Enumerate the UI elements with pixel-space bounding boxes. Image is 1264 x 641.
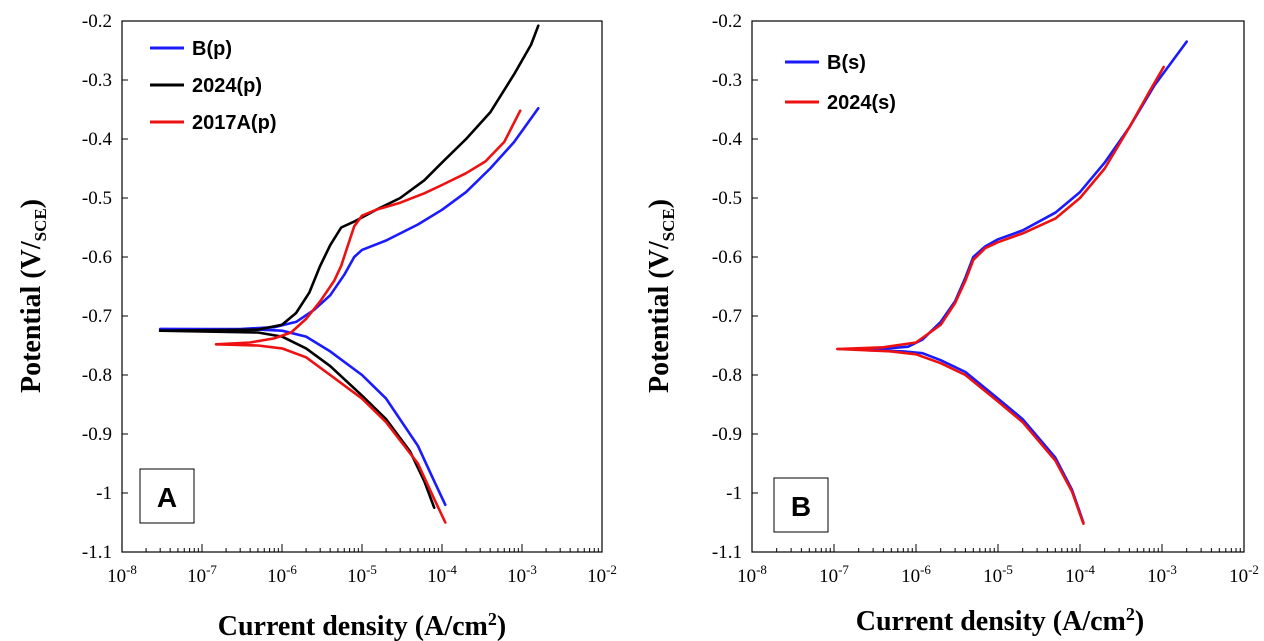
- y-tick-labels: -0.2 -0.3 -0.4 -0.5 -0.6 -0.7 -0.8 -0.9 -1 -1.1: [82, 11, 113, 563]
- x-tick-label: 10-5: [347, 562, 377, 587]
- y-tick-label: -0.7: [712, 306, 742, 327]
- y-axis-title: Potential (V/SCE): [644, 199, 678, 393]
- x-tick-label: 10-2: [1229, 562, 1259, 587]
- y-tick-label: -0.2: [712, 11, 742, 32]
- x-axis-title: Current density (A/cm2): [856, 604, 1144, 637]
- y-tick-labels: -0.2 -0.3 -0.4 -0.5 -0.6 -0.7 -0.8 -0.9 -1 -1.1: [712, 11, 743, 563]
- x-tick-label: 10-3: [507, 562, 537, 587]
- y-tick-label: -1: [726, 483, 742, 504]
- x-tick-label: 10-8: [737, 562, 767, 587]
- axis-ticks: [121, 20, 603, 553]
- series-line-B(s)-anodic: [865, 40, 1188, 352]
- y-tick-label: -0.5: [712, 188, 742, 209]
- y-tick-label: -0.3: [82, 70, 112, 91]
- y-tick-label: -1.1: [82, 542, 112, 563]
- y-axis-title: Potential (V/SCE): [16, 199, 50, 393]
- panel-label-box: A: [139, 468, 195, 524]
- series-line-2017A(p)-anodic: [214, 109, 522, 346]
- legend-label: 2017A(p): [192, 112, 276, 134]
- x-tick-label: 10-5: [983, 562, 1013, 587]
- y-tick-label: -0.4: [82, 129, 113, 150]
- legend-label: B(p): [192, 38, 232, 60]
- y-tick-label: -1.1: [712, 542, 742, 563]
- series-line-2024(p)-cathodic: [158, 329, 436, 509]
- y-tick-label: -0.8: [712, 365, 742, 386]
- y-tick-label: -0.6: [82, 247, 112, 268]
- x-tick-label: 10-7: [187, 562, 217, 587]
- panel-label: B: [791, 491, 811, 522]
- x-tick-label: 10-3: [1147, 562, 1177, 587]
- y-tick-label: -0.9: [82, 424, 112, 445]
- legend: B(s) 2024(s): [785, 52, 896, 114]
- x-tick-label: 10-6: [267, 562, 297, 587]
- y-tick-label: -0.2: [82, 11, 112, 32]
- x-tick-label: 10-4: [1065, 562, 1095, 587]
- x-tick-labels: 10-8 10-7 10-6 10-5 10-4 10-3 10-2: [737, 562, 1259, 587]
- x-tick-label: 10-4: [427, 562, 457, 587]
- legend-label: B(s): [827, 52, 866, 74]
- series-line-B(p)-cathodic: [158, 327, 447, 507]
- chart-panel-b: -0.2 -0.3 -0.4 -0.5 -0.6 -0.7 -0.8 -0.9 -1 -1.1 1…: [644, 11, 1259, 637]
- series-line-2024(s)-cathodic: [836, 347, 1085, 525]
- series-lines: [158, 24, 540, 524]
- y-tick-label: -0.9: [712, 424, 742, 445]
- series-line-B(p)-anodic: [158, 107, 540, 331]
- x-axis-title: Current density (A/cm2): [218, 609, 506, 641]
- y-tick-label: -0.8: [82, 365, 112, 386]
- series-line-B(s)-cathodic: [865, 348, 1085, 524]
- y-tick-label: -0.4: [712, 129, 743, 150]
- x-tick-label: 10-8: [107, 562, 137, 587]
- legend: B(p) 2024(p) 2017A(p): [150, 38, 276, 134]
- chart-panel-a: -0.2 -0.3 -0.4 -0.5 -0.6 -0.7 -0.8 -0.9 -1 -1.1 1…: [16, 11, 617, 641]
- x-tick-label: 10-6: [901, 562, 931, 587]
- series-lines: [836, 40, 1188, 525]
- y-tick-label: -0.6: [712, 247, 742, 268]
- series-line-2017A(p)-cathodic: [214, 343, 447, 524]
- plot-frame: [751, 20, 1245, 553]
- panel-label-box: B: [773, 477, 829, 533]
- series-line-2024(s)-anodic: [836, 65, 1165, 351]
- y-tick-label: -1: [96, 483, 112, 504]
- legend-label: 2024(s): [827, 92, 896, 114]
- x-tick-label: 10-2: [587, 562, 617, 587]
- panel-label: A: [157, 482, 177, 513]
- x-tick-label: 10-7: [819, 562, 849, 587]
- x-tick-labels: 10-8 10-7 10-6 10-5 10-4 10-3 10-2: [107, 562, 617, 587]
- y-tick-label: -0.3: [712, 70, 742, 91]
- y-tick-label: -0.5: [82, 188, 112, 209]
- y-tick-label: -0.7: [82, 306, 112, 327]
- legend-label: 2024(p): [192, 75, 262, 97]
- axis-ticks: [751, 20, 1245, 553]
